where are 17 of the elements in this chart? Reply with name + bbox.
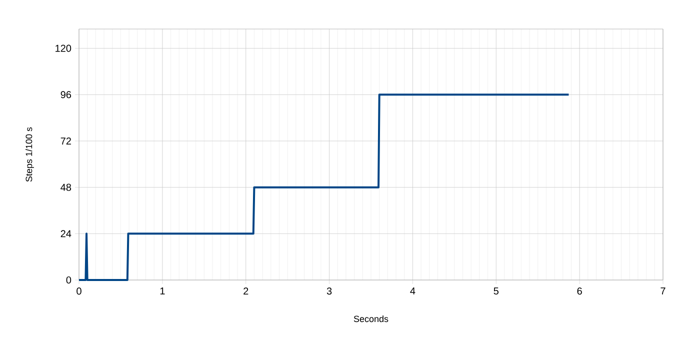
y-axis-title: Steps 1/100 s xyxy=(26,127,34,182)
x-tick-label: 1 xyxy=(160,288,165,294)
line-series xyxy=(78,94,570,281)
x-tick-label: 3 xyxy=(326,288,332,295)
x-tick-label: 5 xyxy=(494,288,499,295)
y-tick-label: 48 xyxy=(60,184,72,191)
x-tick-label: 6 xyxy=(577,288,582,295)
x-axis-title: Seconds xyxy=(354,315,388,322)
x-tick-label: 0 xyxy=(76,288,82,295)
x-tick-label: 7 xyxy=(660,288,666,294)
y-tick-label: 96 xyxy=(60,91,72,98)
x-tick-label: 4 xyxy=(410,288,416,294)
x-tick-label: 2 xyxy=(244,288,248,295)
y-tick-label: 120 xyxy=(56,44,72,52)
y-tick-label: 0 xyxy=(66,276,72,284)
y-tick-label: 72 xyxy=(60,138,71,144)
y-tick-label: 24 xyxy=(60,230,72,238)
